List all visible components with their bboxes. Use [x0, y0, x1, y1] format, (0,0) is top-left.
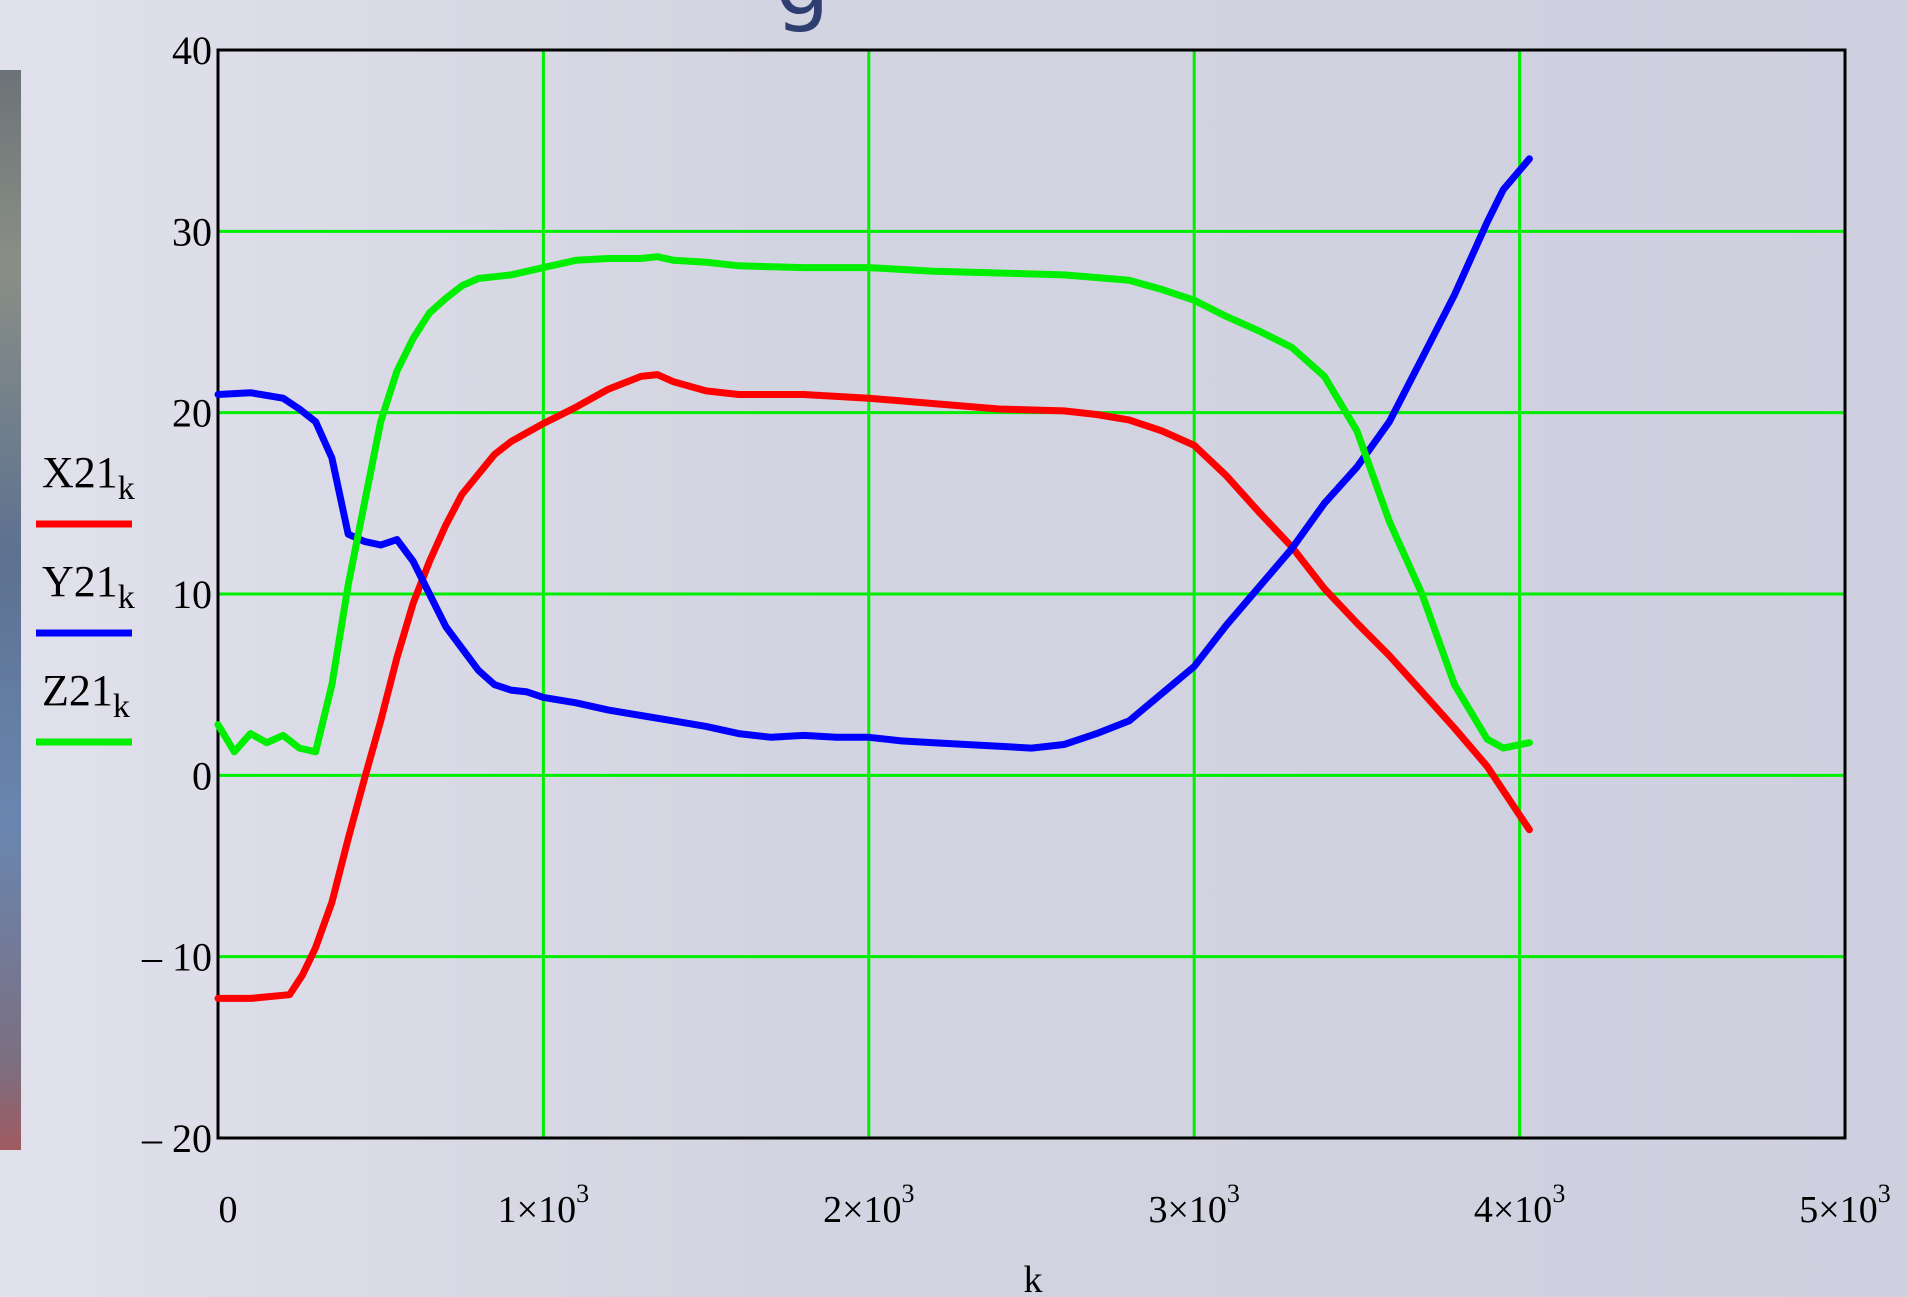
y-tick-label: 40 [172, 28, 212, 73]
x-tick-label: 0 [219, 1189, 238, 1231]
y-tick-label: – 10 [141, 935, 212, 980]
x-tick-label: 5×103 [1799, 1179, 1890, 1231]
series-line-x21 [214, 371, 1533, 1002]
series-line-z21 [214, 253, 1533, 756]
x-tick-label: 2×103 [823, 1179, 914, 1231]
x-tick-label: 1×103 [498, 1179, 589, 1231]
y-tick-label: – 20 [141, 1116, 212, 1161]
x-tick-label: 4×103 [1474, 1179, 1565, 1231]
series-layer [214, 155, 1533, 1002]
y-tick-label: 0 [192, 753, 212, 798]
background-photo-edge [0, 70, 21, 1150]
legend-label-x21: X21k [42, 448, 135, 507]
series-line-y21 [214, 155, 1533, 752]
x-tick-label: 3×103 [1148, 1179, 1239, 1231]
slide-title-fragment: g [775, 0, 830, 28]
y-tick-label: 30 [172, 209, 212, 254]
plot-frame [216, 48, 1847, 1140]
legend-label-y21: Y21k [42, 557, 135, 616]
y-axis-ticks: 40 30 20 10 0 – 10 – 20 [141, 28, 212, 1161]
y-tick-label: 20 [172, 391, 212, 436]
x-axis-ticks: 0 1×103 2×103 3×103 4×103 5×103 [219, 1179, 1891, 1231]
x-axis-label: k [1024, 1259, 1043, 1297]
legend-label-z21: Z21k [42, 666, 130, 725]
grid [218, 50, 1845, 1138]
y-tick-label: 10 [172, 572, 212, 617]
legend: X21k Y21k Z21k [36, 448, 135, 746]
